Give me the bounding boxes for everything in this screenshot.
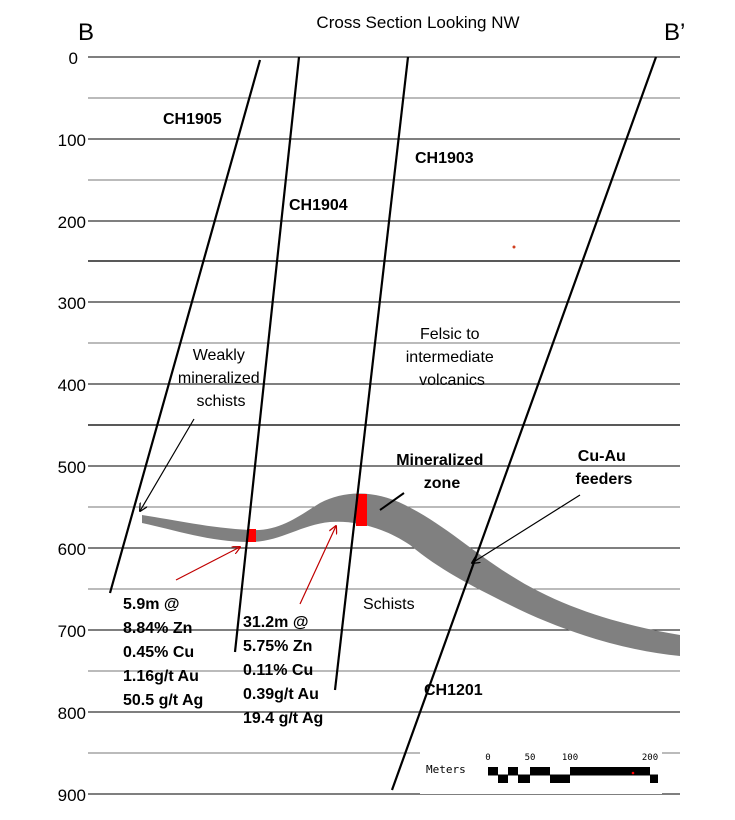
depth-label: 500 bbox=[58, 458, 86, 477]
hole-label-ch1905: CH1905 bbox=[163, 111, 222, 128]
mineralized-zone-pointer bbox=[379, 492, 405, 511]
scale-tick-label: 50 bbox=[525, 753, 536, 763]
depth-label: 700 bbox=[58, 622, 86, 641]
felsic-line-3: volcanics bbox=[419, 372, 485, 389]
mineralized-line-1: Mineralized bbox=[396, 452, 483, 469]
depth-label: 900 bbox=[58, 786, 86, 805]
intercept1-line: 50.5 g/t Ag bbox=[123, 692, 203, 709]
hole-label-ch1904: CH1904 bbox=[289, 197, 348, 214]
scale-bar: Meters 0 50 100 200 bbox=[420, 742, 662, 794]
felsic-line-2: intermediate bbox=[406, 349, 494, 366]
intercept1-line: 8.84% Zn bbox=[123, 620, 192, 637]
depth-label: 200 bbox=[58, 213, 86, 232]
scale-tick-label: 100 bbox=[562, 753, 578, 763]
scale-segment bbox=[498, 775, 508, 783]
schists-label: Schists bbox=[363, 596, 415, 613]
scale-tick-label: 200 bbox=[642, 753, 658, 763]
depth-label: 400 bbox=[58, 376, 86, 395]
depth-label: 300 bbox=[58, 294, 86, 313]
section-end-label: B’ bbox=[664, 19, 685, 46]
scale-segment bbox=[650, 775, 658, 783]
mineralized-zone-label: Mineralized zone bbox=[396, 452, 488, 492]
intercept1-arrow bbox=[175, 547, 240, 581]
drillhole-ch1201-trace bbox=[390, 56, 658, 791]
scale-segment bbox=[508, 767, 518, 775]
intercept2-line: 5.75% Zn bbox=[243, 638, 312, 655]
weakly-line-2: mineralized bbox=[178, 370, 260, 387]
scale-segment bbox=[570, 767, 650, 775]
intercept2-line: 0.11% Cu bbox=[243, 662, 313, 679]
drillhole-ch1903-trace bbox=[333, 56, 410, 691]
weakly-mineralized-label: Weakly mineralized schists bbox=[178, 347, 264, 410]
intercept2-assay: 31.2m @ 5.75% Zn 0.11% Cu 0.39g/t Au 19.… bbox=[243, 614, 323, 727]
feeders-line-1: Cu-Au bbox=[578, 448, 626, 465]
drillhole-ch1905-trace bbox=[108, 59, 262, 594]
intercept1-assay: 5.9m @ 8.84% Zn 0.45% Cu 1.16g/t Au 50.5… bbox=[123, 596, 203, 709]
scale-segment bbox=[518, 775, 530, 783]
diagram-title: Cross Section Looking NW bbox=[316, 13, 519, 32]
intercept-highlight-ch1904 bbox=[356, 494, 367, 526]
stray-dot bbox=[512, 245, 516, 249]
felsic-line-1: Felsic to bbox=[420, 326, 480, 343]
intercept1-line: 1.16g/t Au bbox=[123, 668, 199, 685]
depth-label: 800 bbox=[58, 704, 86, 723]
depth-label: 600 bbox=[58, 540, 86, 559]
feeders-line-2: feeders bbox=[576, 471, 633, 488]
intercept2-line: 31.2m @ bbox=[243, 614, 308, 631]
hole-label-ch1903: CH1903 bbox=[415, 150, 474, 167]
feeders-arrow bbox=[472, 494, 581, 563]
weakly-arrow bbox=[140, 418, 195, 511]
scale-segment bbox=[550, 775, 570, 783]
intercept1-line: 5.9m @ bbox=[123, 596, 180, 613]
scale-units-label: Meters bbox=[426, 763, 466, 776]
depth-axis-labels: 0 100 200 300 400 500 600 700 800 900 bbox=[58, 49, 86, 805]
scale-segment bbox=[530, 767, 550, 775]
felsic-volcanics-label: Felsic to intermediate volcanics bbox=[406, 326, 499, 389]
intercept1-line: 0.45% Cu bbox=[123, 644, 194, 661]
weakly-line-3: schists bbox=[197, 393, 246, 410]
depth-label: 100 bbox=[58, 131, 86, 150]
scale-tick-label: 0 bbox=[485, 753, 490, 763]
drillhole-ch1904-trace bbox=[233, 56, 301, 653]
scale-segment bbox=[488, 767, 498, 775]
hole-label-ch1201: CH1201 bbox=[424, 682, 483, 699]
depth-label: 0 bbox=[69, 49, 78, 68]
mineralized-zone-band bbox=[142, 493, 680, 656]
mineralized-line-2: zone bbox=[424, 475, 461, 492]
section-start-label: B bbox=[78, 19, 94, 46]
scale-dot bbox=[631, 771, 635, 775]
intercept2-line: 19.4 g/t Ag bbox=[243, 710, 323, 727]
intercept2-line: 0.39g/t Au bbox=[243, 686, 319, 703]
intercept-highlight-ch1905 bbox=[247, 529, 256, 542]
intercept2-arrow bbox=[299, 526, 336, 605]
weakly-line-1: Weakly bbox=[193, 347, 245, 364]
feeders-label: Cu-Au feeders bbox=[576, 448, 633, 488]
